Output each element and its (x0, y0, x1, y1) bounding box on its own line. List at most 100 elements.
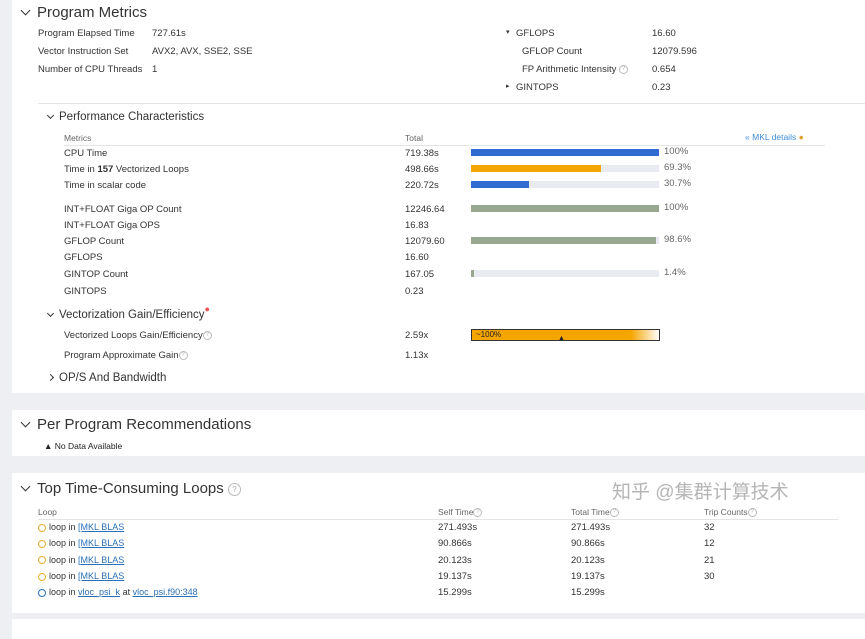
trip-counts: 32 (704, 522, 715, 533)
ops-bandwidth-header[interactable]: OP/S And Bandwidth (46, 372, 167, 384)
perf-row-label: Time in 157 Vectorized Loops (64, 164, 189, 175)
metric-label: Vector Instruction Set (38, 46, 129, 57)
program-metrics-panel: Program Metrics Program Elapsed Time 727.… (12, 0, 865, 393)
chevron-down-icon (46, 309, 55, 318)
table-row[interactable]: loop in [MKL BLAS (38, 571, 124, 581)
perf-row-label: CPU Time (64, 148, 108, 159)
metric-value: 0.23 (652, 82, 671, 93)
subsection-title: OP/S And Bandwidth (59, 372, 167, 384)
chevron-down-icon (20, 417, 31, 428)
metric-label: ▸ GINTOPS (506, 82, 559, 93)
perf-bar-fill (471, 181, 529, 188)
vectorization-header[interactable]: Vectorization Gain/Efficiency● (46, 304, 210, 321)
source-link[interactable]: vloc_psi.f90:348 (132, 587, 198, 598)
metric-value: 1 (152, 64, 158, 75)
no-data-message: ▲ No Data Available (44, 441, 122, 451)
watermark: 知乎 @集群计算技术 (612, 482, 789, 503)
recommendations-panel: Per Program Recommendations ▲ No Data Av… (12, 410, 865, 456)
col-loop[interactable]: Loop (38, 507, 57, 517)
perf-row-label: GFLOP Count (64, 236, 125, 247)
loop-link[interactable]: [MKL BLAS (78, 522, 125, 532)
table-row[interactable]: loop in vloc_psi_k at vloc_psi.f90:348 (38, 587, 198, 597)
metric-value: 16.60 (652, 28, 676, 39)
metric-label: ▾ GFLOPS (506, 28, 555, 39)
perf-bar-fill (471, 270, 474, 277)
perf-row-total: 12246.64 (405, 204, 445, 215)
chevron-down-icon (20, 481, 31, 492)
perf-row-total: 167.05 (405, 269, 435, 280)
double-chevron-left-icon: « (745, 132, 750, 142)
perf-row-pct: 100% (664, 146, 689, 157)
metric-label: GFLOP Count (522, 46, 583, 57)
program-gain-label: Program Approximate Gain? (64, 350, 188, 361)
total-time: 271.493s (571, 522, 611, 533)
total-time: 90.866s (571, 538, 605, 550)
loop-icon (38, 523, 46, 532)
perf-bar-fill (471, 165, 602, 172)
loop-icon (38, 539, 46, 548)
loop-link[interactable]: vloc_psi_k (78, 587, 121, 598)
perf-bar (471, 205, 659, 212)
self-time: 20.123s (438, 554, 472, 566)
recommendations-header[interactable]: Per Program Recommendations (20, 416, 251, 433)
table-row[interactable]: loop in [MKL BLAS (38, 538, 124, 548)
help-icon[interactable]: ? (227, 482, 241, 496)
col-self-time[interactable]: Self Time? (438, 507, 483, 518)
table-row[interactable]: loop in [MKL BLAS (38, 555, 124, 565)
table-row[interactable]: loop in [MKL BLAS (38, 522, 124, 532)
help-icon[interactable]: ? (747, 508, 757, 518)
alert-dot-icon: ● (204, 304, 210, 314)
perf-bar (471, 165, 659, 172)
col-total-time[interactable]: Total Time? (571, 507, 619, 518)
perf-bar-fill (471, 205, 659, 212)
subsection-title: Vectorization Gain/Efficiency (59, 309, 205, 321)
loops-header[interactable]: Top Time-Consuming Loops ? (20, 480, 241, 497)
chevron-down-icon (20, 5, 31, 16)
perf-row-total: 220.72s (405, 180, 439, 191)
perf-row-total: 498.66s (405, 164, 439, 175)
expanded-triangle-icon[interactable]: ▾ (506, 29, 510, 36)
self-time: 15.299s (438, 587, 472, 599)
mkl-details-label: MKL details (752, 132, 797, 142)
help-icon[interactable]: ? (202, 330, 212, 340)
self-time: 271.493s (438, 522, 478, 533)
perf-row-total: 12079.60 (405, 236, 445, 247)
chevron-down-icon (46, 111, 55, 120)
subsection-title: Performance Characteristics (59, 111, 205, 123)
loops-panel: Top Time-Consuming Loops ? 知乎 @集群计算技术 Lo… (12, 473, 865, 613)
section-title: Top Time-Consuming Loops (37, 480, 224, 497)
help-icon[interactable]: ? (609, 508, 619, 518)
perf-bar (471, 237, 659, 244)
program-metrics-header[interactable]: Program Metrics (20, 4, 148, 21)
loop-link[interactable]: [MKL BLAS (78, 538, 125, 549)
perf-row-pct: 98.6% (664, 234, 691, 245)
perf-row-label: INT+FLOAT Giga OPS (64, 220, 160, 231)
loop-link[interactable]: [MKL BLAS (78, 554, 125, 565)
perf-row-total: 16.60 (405, 252, 429, 263)
metric-value: AVX2, AVX, SSE2, SSE (152, 46, 253, 57)
mkl-details-link[interactable]: « MKL details ● (745, 132, 804, 142)
help-icon[interactable]: ? (618, 64, 628, 74)
perf-row-label: GINTOPS (64, 286, 107, 297)
help-icon[interactable]: ? (473, 508, 483, 518)
help-icon[interactable]: ? (178, 350, 188, 360)
perf-row-pct: 100% (664, 202, 689, 213)
perf-bar-fill (471, 237, 657, 244)
perf-row-label: GINTOP Count (64, 269, 129, 280)
performance-header[interactable]: Performance Characteristics (46, 111, 205, 123)
self-time: 19.137s (438, 570, 472, 582)
warning-icon: ▲ (44, 441, 53, 451)
total-time: 19.137s (571, 570, 605, 582)
metric-value: 0.654 (652, 64, 676, 75)
perf-row-label: Time in scalar code (64, 180, 147, 191)
trip-counts: 12 (704, 538, 715, 550)
trip-counts: 21 (704, 554, 715, 566)
col-trip-counts[interactable]: Trip Counts? (704, 507, 757, 518)
loop-icon (38, 572, 46, 581)
col-metrics: Metrics (64, 133, 92, 143)
self-time: 90.866s (438, 538, 472, 550)
loop-link[interactable]: [MKL BLAS (78, 570, 125, 581)
section-title: Program Metrics (37, 4, 148, 21)
collapsed-triangle-icon[interactable]: ▸ (506, 83, 510, 90)
vec-gain-label: Vectorized Loops Gain/Efficiency? (64, 330, 212, 341)
